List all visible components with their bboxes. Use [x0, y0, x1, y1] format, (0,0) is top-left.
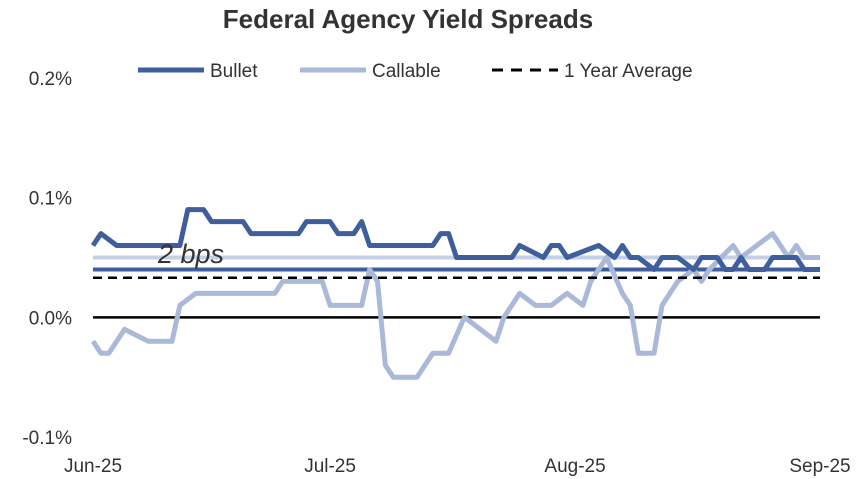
x-tick-label: Jul-25 — [304, 456, 356, 477]
chart-title: Federal Agency Yield Spreads — [223, 4, 593, 34]
series-line-bullet — [90, 207, 820, 272]
spread-annotation: 2 bps — [157, 239, 224, 269]
y-axis: 0.2% 0.1% 0.0% -0.1% — [22, 69, 72, 449]
y-tick-label: 0.0% — [29, 308, 72, 329]
legend-label: 1 Year Average — [564, 61, 693, 82]
y-tick-label: -0.1% — [22, 428, 72, 449]
x-axis: Jun-25 Jul-25 Aug-25 Sep-25 — [64, 456, 851, 477]
legend: Bullet Callable 1 Year Average — [138, 61, 693, 82]
series-line-callable — [90, 231, 820, 380]
x-tick-label: Sep-25 — [789, 456, 850, 477]
y-tick-label: 0.2% — [29, 69, 72, 90]
x-tick-label: Aug-25 — [544, 456, 605, 477]
legend-label: Bullet — [210, 61, 258, 82]
x-tick-label: Jun-25 — [64, 456, 122, 477]
y-tick-label: 0.1% — [29, 189, 72, 210]
legend-label: Callable — [372, 61, 441, 82]
plot-area — [90, 207, 820, 380]
